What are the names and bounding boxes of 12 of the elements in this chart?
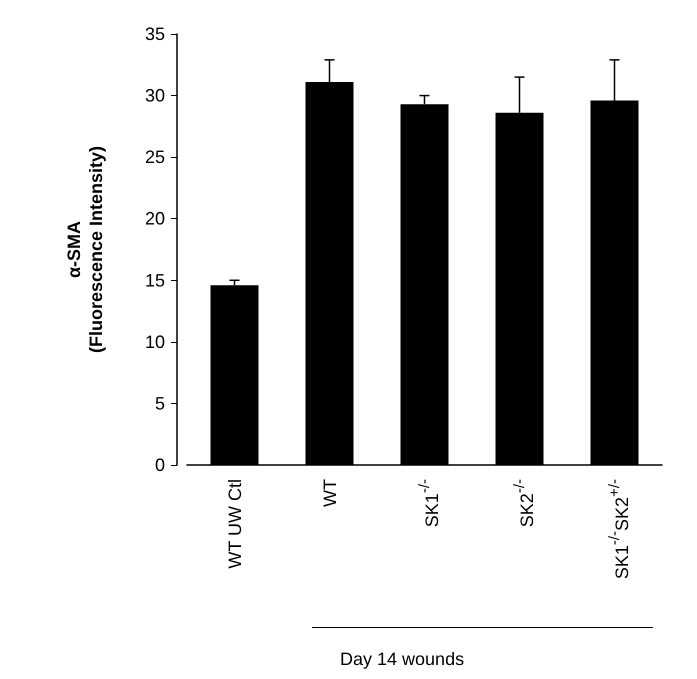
y-tick-label: 20	[144, 208, 165, 229]
y-axis-title: α-SMA (Fluorescence Intensity)	[64, 146, 106, 354]
y-tick-label: 0	[154, 455, 165, 475]
y-tick-label: 35	[144, 24, 165, 44]
y-tick-label: 30	[144, 86, 165, 106]
y-tick-label: 5	[154, 393, 165, 414]
y-tick-label: 10	[144, 332, 165, 352]
y-tick-label: 15	[144, 270, 165, 290]
x-tick-label: WT	[318, 479, 340, 507]
y-tick-label: 25	[144, 147, 165, 168]
text: Day 14 wounds	[340, 649, 464, 669]
x-tick-label: WT UW Ctl	[224, 479, 246, 569]
